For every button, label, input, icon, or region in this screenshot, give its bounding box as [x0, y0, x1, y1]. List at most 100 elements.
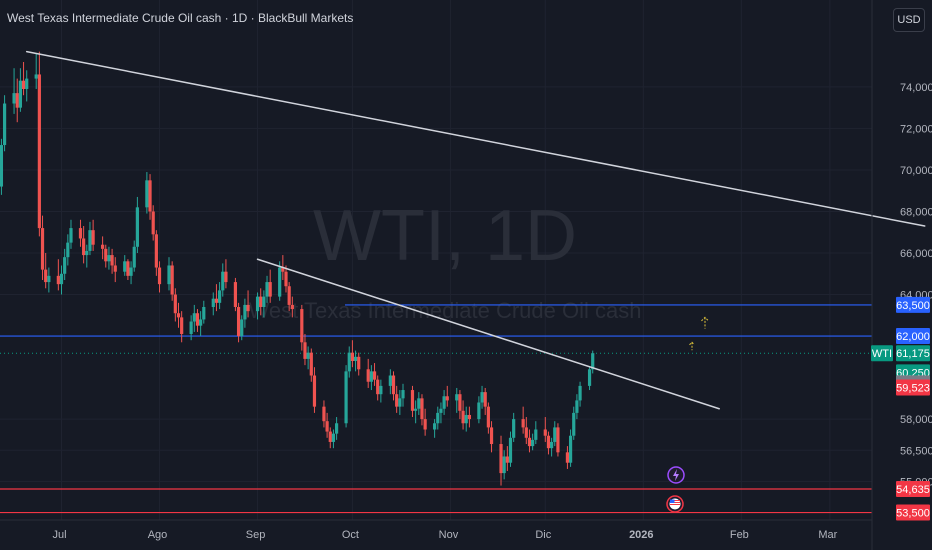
- candle[interactable]: [543, 417, 547, 442]
- candle[interactable]: [202, 300, 206, 324]
- candle[interactable]: [372, 363, 377, 386]
- candle[interactable]: [433, 419, 437, 438]
- candle[interactable]: [568, 429, 573, 467]
- candle[interactable]: [104, 244, 108, 268]
- candle[interactable]: [587, 367, 592, 391]
- candle[interactable]: [236, 302, 241, 343]
- candle[interactable]: [56, 259, 60, 291]
- candle[interactable]: [391, 371, 396, 401]
- candle[interactable]: [135, 196, 139, 254]
- candle[interactable]: [221, 263, 225, 297]
- candle[interactable]: [189, 315, 193, 341]
- candle[interactable]: [170, 261, 174, 301]
- trendline[interactable]: [256, 258, 720, 410]
- candle[interactable]: [331, 429, 336, 449]
- candle[interactable]: [246, 290, 250, 318]
- currency-button[interactable]: USD: [893, 8, 925, 32]
- candle[interactable]: [445, 385, 449, 407]
- candle[interactable]: [44, 253, 48, 289]
- candle[interactable]: [47, 267, 51, 293]
- candle[interactable]: [148, 174, 152, 220]
- candle[interactable]: [290, 296, 294, 318]
- candle[interactable]: [508, 431, 513, 467]
- candle[interactable]: [414, 400, 418, 424]
- candle[interactable]: [259, 288, 263, 316]
- candle[interactable]: [410, 385, 415, 418]
- candle[interactable]: [78, 219, 83, 247]
- candle[interactable]: [214, 284, 219, 312]
- candle[interactable]: [527, 429, 532, 453]
- candle[interactable]: [489, 421, 494, 453]
- candle[interactable]: [436, 406, 440, 430]
- price-tag[interactable]: 54,635: [896, 480, 930, 497]
- lightning-event-icon[interactable]: [667, 466, 685, 484]
- candle[interactable]: [18, 68, 22, 112]
- candle[interactable]: [461, 400, 465, 430]
- candle[interactable]: [303, 333, 307, 366]
- candle[interactable]: [553, 421, 557, 447]
- candle[interactable]: [34, 53, 38, 89]
- candle[interactable]: [334, 417, 339, 440]
- candle[interactable]: [243, 298, 247, 328]
- candle[interactable]: [85, 244, 89, 268]
- candle[interactable]: [309, 348, 313, 382]
- candle[interactable]: [69, 219, 73, 249]
- candle[interactable]: [195, 309, 200, 332]
- price-tag[interactable]: 53,500: [896, 504, 930, 521]
- candle[interactable]: [467, 406, 471, 428]
- candle[interactable]: [550, 437, 554, 457]
- candle[interactable]: [502, 450, 506, 480]
- candle[interactable]: [512, 412, 516, 442]
- candle[interactable]: [505, 446, 509, 472]
- candle[interactable]: [534, 421, 538, 445]
- candle[interactable]: [157, 261, 162, 293]
- candle[interactable]: [192, 304, 196, 332]
- candle[interactable]: [15, 78, 19, 123]
- candle[interactable]: [420, 394, 424, 426]
- candle[interactable]: [66, 234, 70, 266]
- candle[interactable]: [63, 248, 67, 280]
- candle[interactable]: [524, 417, 528, 445]
- candle[interactable]: [25, 70, 29, 102]
- candle[interactable]: [37, 51, 41, 237]
- candle[interactable]: [176, 302, 181, 328]
- candle[interactable]: [578, 381, 582, 407]
- candle[interactable]: [255, 292, 260, 320]
- candle[interactable]: [486, 402, 490, 434]
- candle[interactable]: [110, 248, 114, 274]
- candle[interactable]: [123, 255, 127, 276]
- candle[interactable]: [2, 95, 7, 152]
- candle[interactable]: [268, 269, 272, 303]
- candle[interactable]: [218, 282, 222, 310]
- candle[interactable]: [366, 358, 370, 388]
- candle[interactable]: [483, 387, 487, 415]
- candle[interactable]: [233, 277, 238, 312]
- price-tag[interactable]: 62,000: [896, 328, 930, 345]
- candle[interactable]: [499, 435, 503, 486]
- price-tag[interactable]: 63,500: [896, 296, 930, 313]
- candle[interactable]: [91, 219, 95, 251]
- candle[interactable]: [306, 346, 310, 370]
- candle[interactable]: [376, 375, 380, 401]
- candle[interactable]: [379, 379, 383, 403]
- candle[interactable]: [312, 367, 317, 413]
- candle[interactable]: [395, 385, 399, 413]
- candle[interactable]: [455, 387, 459, 413]
- candle[interactable]: [357, 352, 361, 376]
- candle[interactable]: [521, 406, 525, 434]
- candle[interactable]: [167, 257, 171, 291]
- candle[interactable]: [591, 350, 595, 374]
- candle[interactable]: [113, 257, 117, 283]
- candle[interactable]: [211, 292, 215, 316]
- candle[interactable]: [369, 365, 373, 391]
- trendline[interactable]: [25, 50, 926, 227]
- candle[interactable]: [151, 205, 155, 241]
- candle[interactable]: [287, 282, 291, 312]
- candle[interactable]: [531, 433, 535, 451]
- candle[interactable]: [101, 236, 105, 260]
- candle[interactable]: [173, 288, 177, 322]
- candle[interactable]: [265, 275, 269, 303]
- candle[interactable]: [322, 400, 326, 428]
- candle[interactable]: [59, 265, 64, 295]
